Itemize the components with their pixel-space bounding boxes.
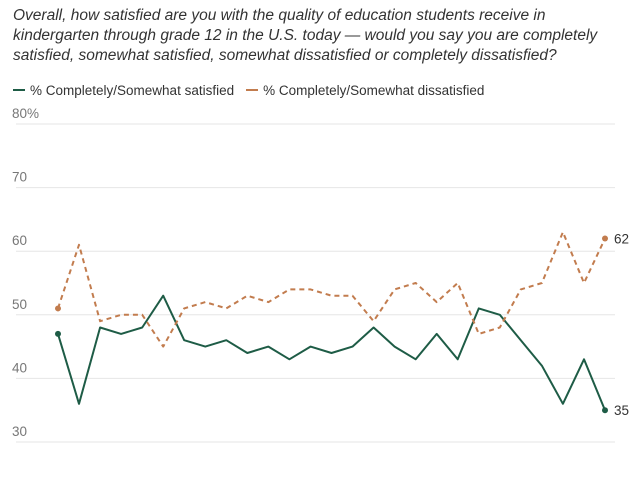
legend-label-dissatisfied: % Completely/Somewhat dissatisfied [263, 82, 485, 98]
series-line-1 [57, 231, 606, 348]
chart-legend: % Completely/Somewhat satisfied % Comple… [13, 82, 496, 98]
y-tick-label: 80% [12, 106, 39, 121]
series-line-0 [57, 294, 606, 411]
y-tick-label: 30 [12, 424, 27, 439]
y-tick-label: 50 [12, 297, 27, 312]
legend-item-dissatisfied: % Completely/Somewhat dissatisfied [246, 83, 484, 98]
series-end-point [602, 407, 608, 414]
legend-label-satisfied: % Completely/Somewhat satisfied [30, 82, 235, 98]
y-tick-label: 60 [12, 233, 27, 248]
series-end-point [602, 235, 608, 242]
series-start-point [55, 305, 61, 312]
legend-swatch-satisfied [13, 89, 25, 91]
y-tick-label: 40 [12, 360, 27, 375]
series-end-label: 62 [614, 231, 629, 246]
legend-swatch-dissatisfied [246, 89, 259, 91]
chart-title: Overall, how satisfied are you with the … [13, 7, 598, 64]
legend-item-satisfied: % Completely/Somewhat satisfied [13, 83, 234, 98]
series-start-point [55, 330, 61, 337]
series-end-label: 35 [614, 403, 629, 418]
y-tick-label: 70 [12, 170, 27, 185]
